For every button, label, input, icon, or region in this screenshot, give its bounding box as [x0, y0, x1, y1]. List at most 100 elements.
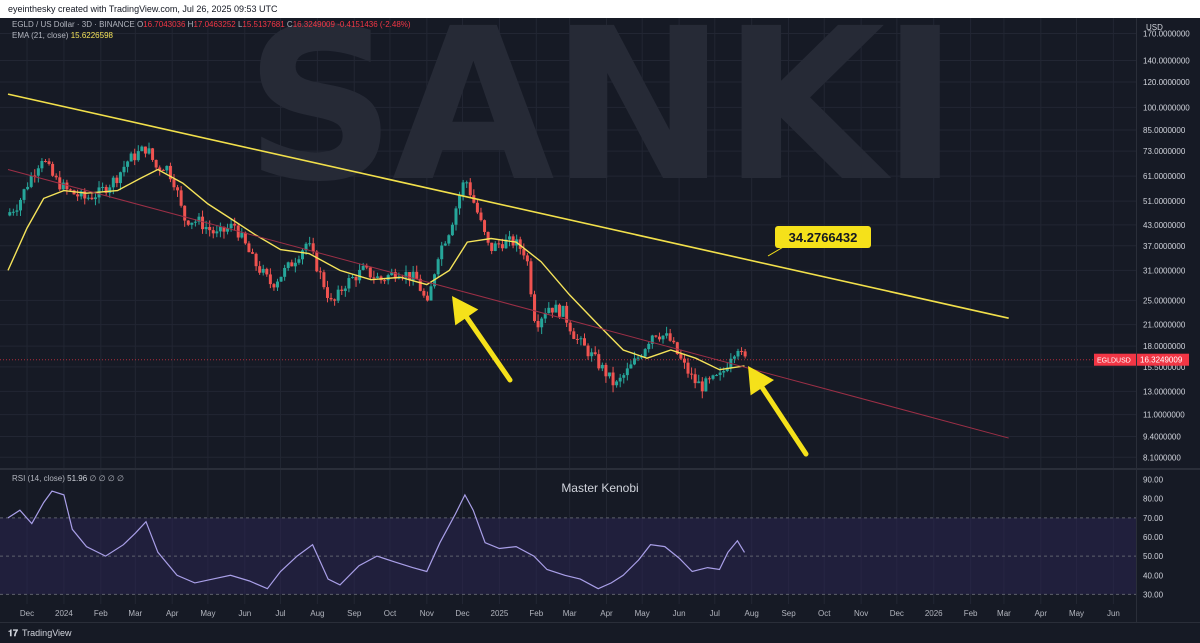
- ema-legend: EMA (21, close) 15.6226598: [12, 31, 113, 40]
- candle-body: [151, 148, 155, 160]
- candle-body: [736, 350, 740, 357]
- symbol-legend: EGLD / US Dollar · 3D · BINANCE O16.7043…: [12, 20, 411, 29]
- y-tick-label: 21.0000000: [1143, 321, 1186, 330]
- candle-body: [468, 182, 472, 196]
- rsi-tick-label: 50.00: [1143, 552, 1164, 561]
- y-tick-label: 85.0000000: [1143, 126, 1186, 135]
- rsi-pane-caption: Master Kenobi: [561, 481, 638, 495]
- candle-body: [486, 231, 490, 243]
- candle-body: [343, 288, 347, 291]
- candle-body: [615, 381, 619, 386]
- candle-body: [575, 338, 579, 340]
- y-tick-label: 8.1000000: [1143, 453, 1181, 462]
- candle-body: [450, 224, 454, 236]
- candle-body: [600, 364, 604, 369]
- x-tick-label: Nov: [420, 609, 434, 618]
- candle-body: [197, 216, 201, 222]
- x-tick-label: Aug: [745, 609, 759, 618]
- candle-body: [129, 153, 133, 162]
- candle-body: [465, 182, 469, 184]
- candle-body: [375, 276, 379, 278]
- candle-body: [657, 336, 661, 340]
- rsi-tick-label: 30.00: [1143, 590, 1164, 599]
- candle-body: [318, 271, 322, 273]
- candle-body: [547, 307, 551, 314]
- candle-body: [404, 272, 408, 278]
- y-tick-label: 120.0000000: [1143, 78, 1190, 87]
- candle-body: [475, 202, 479, 213]
- y-tick-label: 25.0000000: [1143, 296, 1186, 305]
- y-tick-label: 31.0000000: [1143, 266, 1186, 275]
- x-tick-label: Mar: [997, 609, 1011, 618]
- candle-body: [579, 338, 583, 340]
- candle-body: [504, 239, 508, 249]
- candle-body: [111, 177, 115, 188]
- candle-body: [508, 236, 512, 240]
- candle-body: [429, 286, 433, 301]
- candle-body: [336, 289, 340, 301]
- candle-body: [368, 267, 372, 278]
- candle-body: [161, 169, 165, 171]
- tradingview-logo-icon: 𝟏𝟕: [8, 628, 19, 638]
- candle-body: [186, 220, 190, 225]
- open-value: 16.7043036: [143, 20, 186, 29]
- candle-body: [565, 305, 569, 323]
- candle-body: [265, 268, 269, 275]
- candle-body: [607, 372, 611, 377]
- rsi-line: [7, 490, 746, 590]
- candle-body: [154, 159, 158, 168]
- ema-value: 15.6226598: [70, 31, 113, 40]
- candle-body: [290, 262, 294, 267]
- rsi-tick-label: 80.00: [1143, 495, 1164, 504]
- x-tick-label: Mar: [563, 609, 577, 618]
- candle-body: [283, 267, 287, 277]
- candle-body: [261, 268, 265, 273]
- candle-body: [243, 232, 247, 244]
- candle-body: [29, 175, 33, 187]
- candle-body: [672, 340, 676, 343]
- candle-body: [543, 313, 547, 319]
- rsi-value: 51.96: [67, 474, 88, 483]
- candle-body: [743, 351, 747, 357]
- footer-brand: TradingView: [22, 628, 72, 638]
- candle-body: [440, 245, 444, 260]
- candle-body: [622, 375, 626, 378]
- candle-body: [143, 146, 147, 154]
- candle-body: [308, 243, 312, 245]
- callout-box: [775, 226, 871, 248]
- arrow-left-shaft: [464, 314, 513, 383]
- candle-body: [554, 304, 558, 313]
- candle-body: [350, 277, 354, 279]
- candle-body: [483, 220, 487, 232]
- candle-body: [458, 195, 462, 209]
- candle-body: [725, 367, 729, 372]
- rsi-tick-label: 70.00: [1143, 514, 1164, 523]
- candle-body: [329, 297, 333, 300]
- low-value: 15.5137681: [242, 20, 285, 29]
- price-pane[interactable]: [0, 93, 1136, 439]
- arrow-right-shaft: [759, 385, 809, 457]
- candle-body: [636, 357, 640, 359]
- candle-body: [722, 371, 726, 373]
- candle-body: [26, 186, 30, 190]
- rsi-pane[interactable]: [0, 490, 1136, 595]
- candle-body: [36, 168, 40, 176]
- candle-body: [93, 197, 97, 200]
- candle-body: [358, 269, 362, 281]
- y-tick-label: 73.0000000: [1143, 147, 1186, 156]
- callout-label: 34.2766432: [789, 230, 858, 245]
- candle-body: [254, 253, 258, 267]
- close-value: 16.3249009: [292, 20, 335, 29]
- watermark: SANKI: [245, 18, 955, 228]
- candle-body: [568, 322, 572, 332]
- candle-body: [126, 161, 130, 167]
- annotation-layer: 34.2766432 Master Kenobi: [452, 226, 871, 495]
- candle-body: [586, 345, 590, 357]
- x-tick-label: May: [200, 609, 215, 618]
- axis-divider: [1136, 18, 1137, 622]
- candle-body: [190, 222, 194, 225]
- candle-body: [33, 175, 37, 177]
- x-tick-label: Dec: [455, 609, 469, 618]
- chart-canvas[interactable]: SANKI 34.2766432 Master Kenobi Dec 2024 Feb…: [0, 18, 1200, 622]
- high-label: H: [187, 20, 194, 29]
